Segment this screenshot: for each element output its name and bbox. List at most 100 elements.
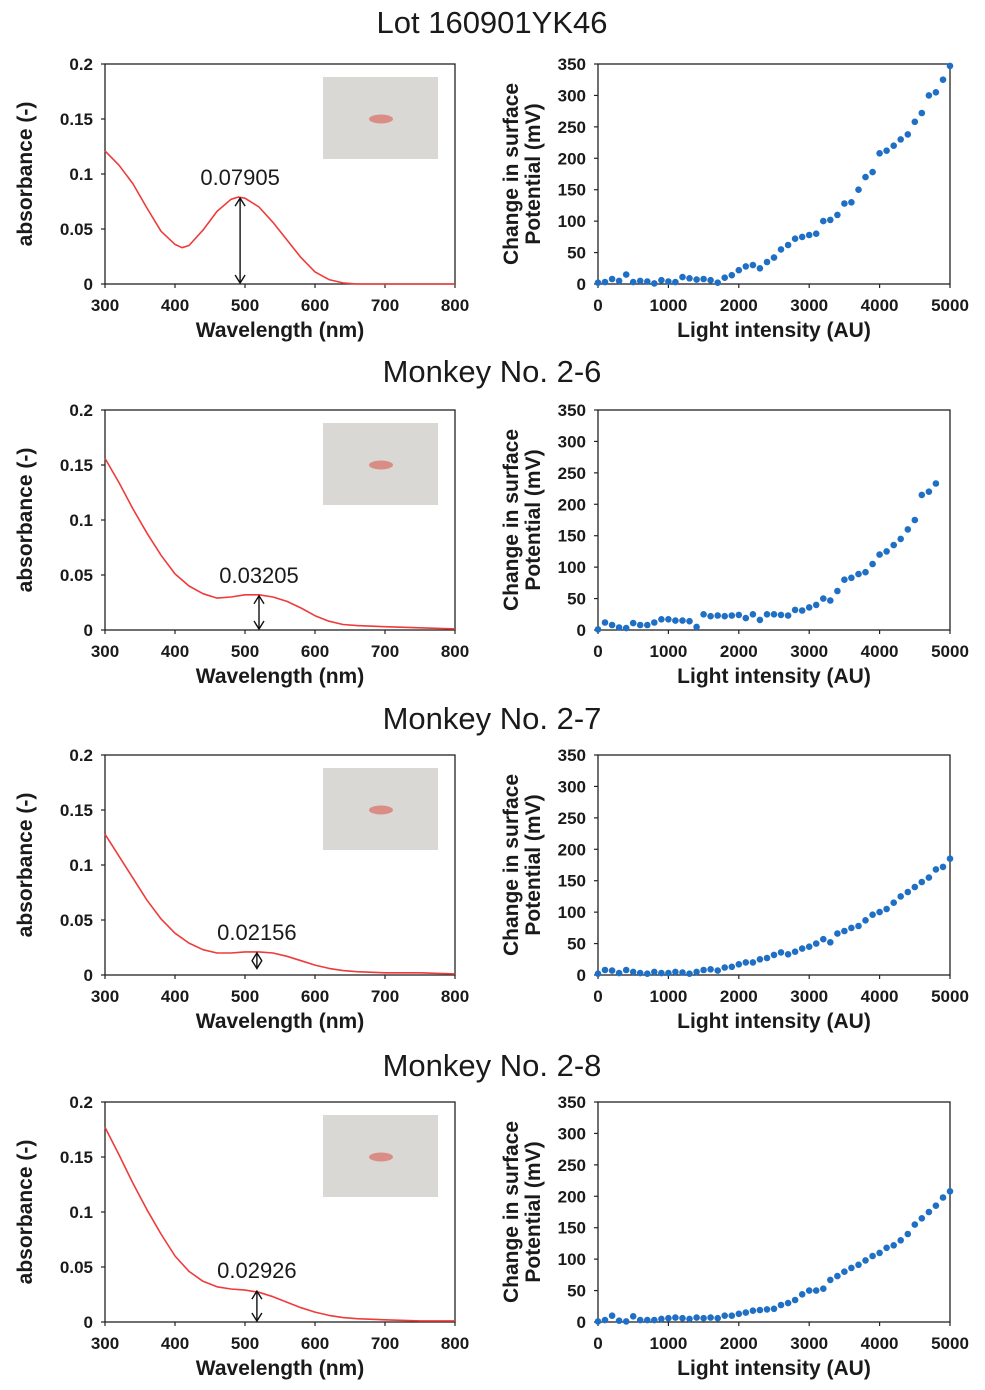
y-tick-label: 200 (558, 495, 586, 514)
scatter-point (700, 275, 707, 283)
annotation-arrowhead-top (251, 951, 263, 962)
x-tick-label: 2000 (720, 1334, 758, 1353)
x-tick-label: 800 (441, 642, 469, 661)
scatter-point (672, 968, 679, 976)
scatter-point (756, 265, 764, 272)
scatter-point (841, 1268, 848, 1275)
scatter-point (651, 280, 658, 287)
y-axis-label-line1: Change in surface (500, 429, 523, 611)
scatter-point (798, 1291, 806, 1298)
annotation-arrowhead-top (234, 196, 246, 207)
y-tick-label: 0.1 (69, 511, 93, 530)
scatter-point (883, 905, 890, 913)
scatter-point (735, 266, 743, 274)
plot-frame (597, 754, 951, 976)
scatter-point (665, 969, 672, 977)
scatter-point (925, 92, 933, 99)
scatter-point (665, 1314, 672, 1322)
scatter-point (770, 254, 778, 261)
sample-spot (369, 805, 393, 815)
x-tick-label: 800 (441, 296, 469, 315)
scatter-point (742, 614, 750, 622)
scatter-point (749, 1307, 757, 1314)
x-axis-label: Wavelength (nm) (196, 665, 364, 688)
scatter-point (728, 612, 736, 619)
x-tick-label: 1000 (649, 1334, 687, 1353)
y-axis-label: absorbance (-) (14, 102, 37, 247)
y-tick-label: 0.15 (60, 456, 93, 475)
chart-panel-4: 0 0.05 0.1 0.15 0.2 300 400 500 600 700 800 Wavelen… (14, 746, 469, 1033)
scatter-point (686, 1315, 693, 1323)
scatter-point (763, 611, 771, 618)
x-tick-label: 4000 (861, 296, 899, 315)
x-tick-label: 1000 (649, 296, 687, 315)
scatter-point (827, 216, 834, 224)
y-axis-label: absorbance (-) (14, 448, 37, 593)
scatter-point (594, 626, 602, 633)
scatter-point (672, 1314, 679, 1321)
scatter-point (890, 142, 897, 149)
x-tick-label: 600 (301, 296, 329, 315)
y-tick-label: 300 (558, 777, 586, 796)
x-tick-label: 300 (91, 987, 119, 1006)
scatter-point (608, 967, 616, 974)
annotation-arrowhead-top (251, 1289, 263, 1300)
scatter-point (651, 1316, 658, 1324)
scatter-point (834, 587, 841, 595)
scatter-point (791, 606, 799, 614)
scatter-point (812, 940, 820, 947)
scatter-point (693, 1314, 700, 1321)
scatter-point (665, 616, 672, 623)
scatter-point (883, 147, 890, 154)
y-axis-label-line2: Potential (mV) (522, 794, 545, 935)
y-tick-label: 150 (558, 872, 586, 891)
chart-panel-3: 0 50 100 150 200 250 300 350 0 1000 2000 3000 4000 50… (500, 401, 969, 688)
y-tick-label: 150 (558, 527, 586, 546)
scatter-point (820, 217, 827, 225)
scatter-point (651, 968, 658, 976)
scatter-point (679, 273, 686, 281)
x-axis-label: Wavelength (nm) (196, 1357, 364, 1380)
y-tick-label: 350 (558, 401, 586, 420)
scatter-point (629, 278, 637, 286)
scatter-point (714, 279, 721, 287)
x-tick-label: 4000 (861, 1334, 899, 1353)
scatter-point (841, 927, 848, 935)
scatter-point (763, 954, 771, 962)
sample-spot (369, 114, 393, 124)
scatter-point (812, 1287, 820, 1294)
y-tick-label: 0 (84, 621, 93, 640)
scatter-point (636, 277, 644, 285)
scatter-point (707, 276, 714, 284)
x-tick-label: 5000 (931, 296, 969, 315)
chart-panel-7: 0 50 100 150 200 250 300 350 0 1000 2000 3000 4000 50… (500, 1093, 969, 1380)
scatter-point (615, 624, 623, 631)
y-tick-label: 150 (558, 1219, 586, 1238)
scatter-point (827, 939, 834, 946)
annotation-arrowhead-top (253, 594, 265, 605)
y-tick-label: 250 (558, 464, 586, 483)
scatter-point (932, 89, 940, 96)
x-axis-label: Wavelength (nm) (196, 319, 364, 342)
scatter-point (890, 899, 897, 906)
scatter-point (904, 1230, 912, 1238)
scatter-point (742, 959, 750, 966)
y-tick-label: 0 (84, 966, 93, 985)
scatter-point (897, 893, 904, 900)
y-axis-label-line2: Potential (mV) (522, 1141, 545, 1282)
scatter-point (693, 968, 700, 976)
scatter-point (932, 480, 940, 487)
scatter-point (848, 574, 855, 582)
peak-absorbance-label: 0.02156 (217, 920, 297, 945)
scatter-point (651, 619, 658, 626)
scatter-point (904, 131, 912, 138)
scatter-point (735, 961, 743, 968)
y-tick-label: 300 (558, 86, 586, 105)
chart-panel-2: 0 0.05 0.1 0.15 0.2 300 400 500 600 700 800 Wavelen… (14, 401, 469, 688)
scatter-point (897, 535, 904, 543)
scatter-point (777, 949, 785, 956)
scatter-point (749, 959, 757, 966)
y-tick-label: 200 (558, 149, 586, 168)
scatter-point (601, 619, 609, 626)
group-title-monkey-2-6: Monkey No. 2-6 (383, 354, 602, 389)
